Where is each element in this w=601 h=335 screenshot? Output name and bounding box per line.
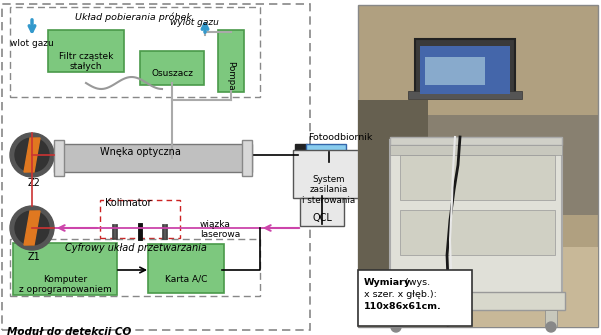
FancyBboxPatch shape [293,150,365,198]
Text: wylot gazu: wylot gazu [170,18,219,27]
Circle shape [391,322,401,332]
Bar [358,115,598,215]
Bar [358,100,428,275]
Text: wlot gazu: wlot gazu [10,39,53,48]
Bar [425,57,485,85]
Bar [54,140,64,176]
Text: Kolimator: Kolimator [105,198,151,208]
FancyBboxPatch shape [48,30,124,72]
Text: Pompa: Pompa [227,61,236,91]
Circle shape [10,206,54,250]
FancyBboxPatch shape [218,30,244,92]
Bar [358,5,598,327]
Text: x szer. x głęb.):: x szer. x głęb.): [364,290,437,299]
Text: 110x86x61cm.: 110x86x61cm. [364,302,442,311]
FancyBboxPatch shape [148,244,224,293]
Text: QCL: QCL [312,213,332,223]
FancyBboxPatch shape [13,243,117,295]
Text: Komputer
z oprogramowaniem: Komputer z oprogramowaniem [19,275,111,294]
Text: Cyfrowy układ przetwarzania: Cyfrowy układ przetwarzania [65,243,207,253]
Polygon shape [24,138,40,172]
Text: Wnęka optyczna: Wnęka optyczna [100,147,180,157]
Circle shape [15,138,49,172]
Bar [390,137,562,145]
Circle shape [546,322,556,332]
Text: Wymiary: Wymiary [364,278,411,287]
Bar [400,155,555,200]
Bar [408,91,522,99]
Text: (wys.: (wys. [402,278,430,287]
Bar [385,292,565,310]
FancyBboxPatch shape [140,51,204,85]
Bar [358,247,598,327]
Text: Filtr cząstek
stałych: Filtr cząstek stałych [59,52,113,71]
Text: Układ pobierania próbek: Układ pobierania próbek [75,12,192,21]
Circle shape [15,211,49,245]
Bar [390,145,562,155]
Bar [400,210,555,255]
Text: wiązka
laserowa: wiązka laserowa [200,220,240,240]
Text: Fotoodbiornik: Fotoodbiornik [308,133,373,142]
Bar [390,310,402,327]
Bar [54,144,252,172]
Polygon shape [24,211,40,245]
Text: Osuszacz: Osuszacz [151,69,193,78]
FancyBboxPatch shape [300,198,344,226]
Bar [415,39,515,97]
Bar [242,140,252,176]
Text: System
zasilania
i sterowania: System zasilania i sterowania [302,175,356,205]
FancyBboxPatch shape [358,270,472,326]
Bar [545,310,557,327]
Text: Karta A/C: Karta A/C [165,274,207,283]
Text: Moduł do detekcji CO: Moduł do detekcji CO [7,327,132,335]
Text: Z1: Z1 [28,252,41,262]
Bar [420,46,510,94]
Bar [390,140,562,295]
Bar [295,144,307,162]
Circle shape [10,133,54,177]
Text: Z2: Z2 [28,178,41,188]
FancyBboxPatch shape [306,144,346,162]
